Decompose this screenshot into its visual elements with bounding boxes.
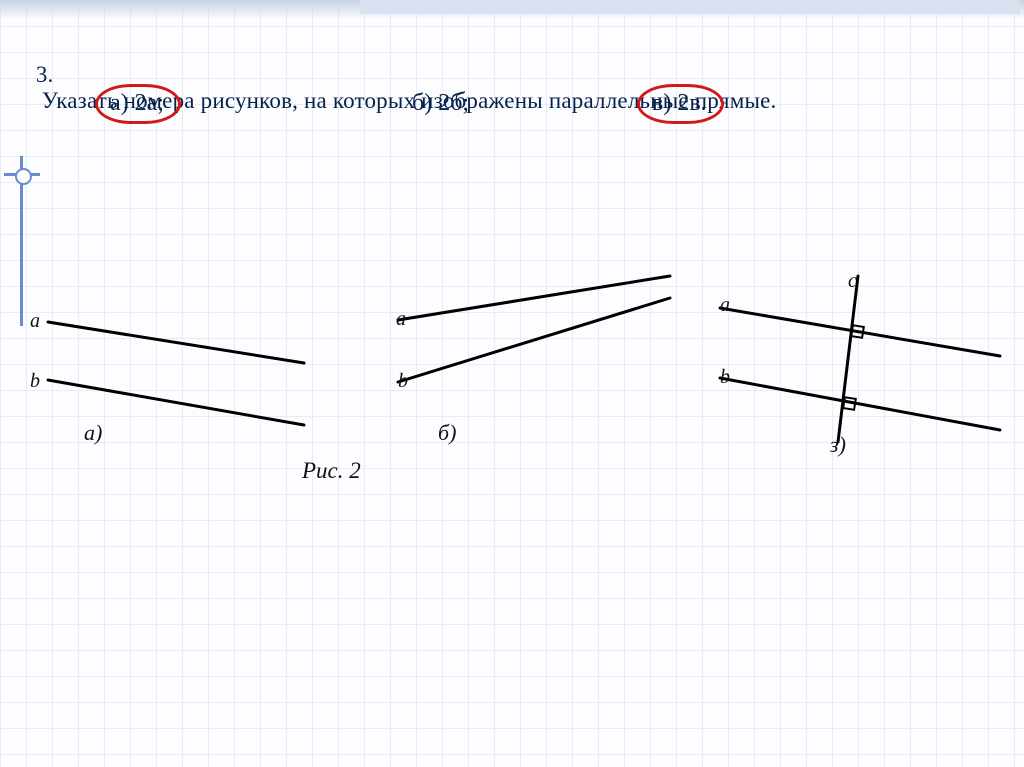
fig-a-line-a-label: a xyxy=(30,310,40,333)
fig-b-line-b-label: b xyxy=(398,370,408,393)
fig-c-line-b-label: b xyxy=(720,366,730,389)
fig-c-transversal-label: c xyxy=(848,270,857,293)
fig-b-line-a-label: a xyxy=(396,308,406,331)
fig-a-line-b-label: b xyxy=(30,370,40,393)
figures-svg xyxy=(0,0,1024,767)
fig-c-line-a-label: a xyxy=(720,294,730,317)
fig-a-label: а) xyxy=(84,420,102,446)
fig-c-label: з) xyxy=(830,432,846,458)
page: 3. Указать номера рисунков, на которых и… xyxy=(0,0,1024,767)
figure-caption: Рис. 2 xyxy=(302,458,361,484)
fig-b-label: б) xyxy=(438,420,456,446)
